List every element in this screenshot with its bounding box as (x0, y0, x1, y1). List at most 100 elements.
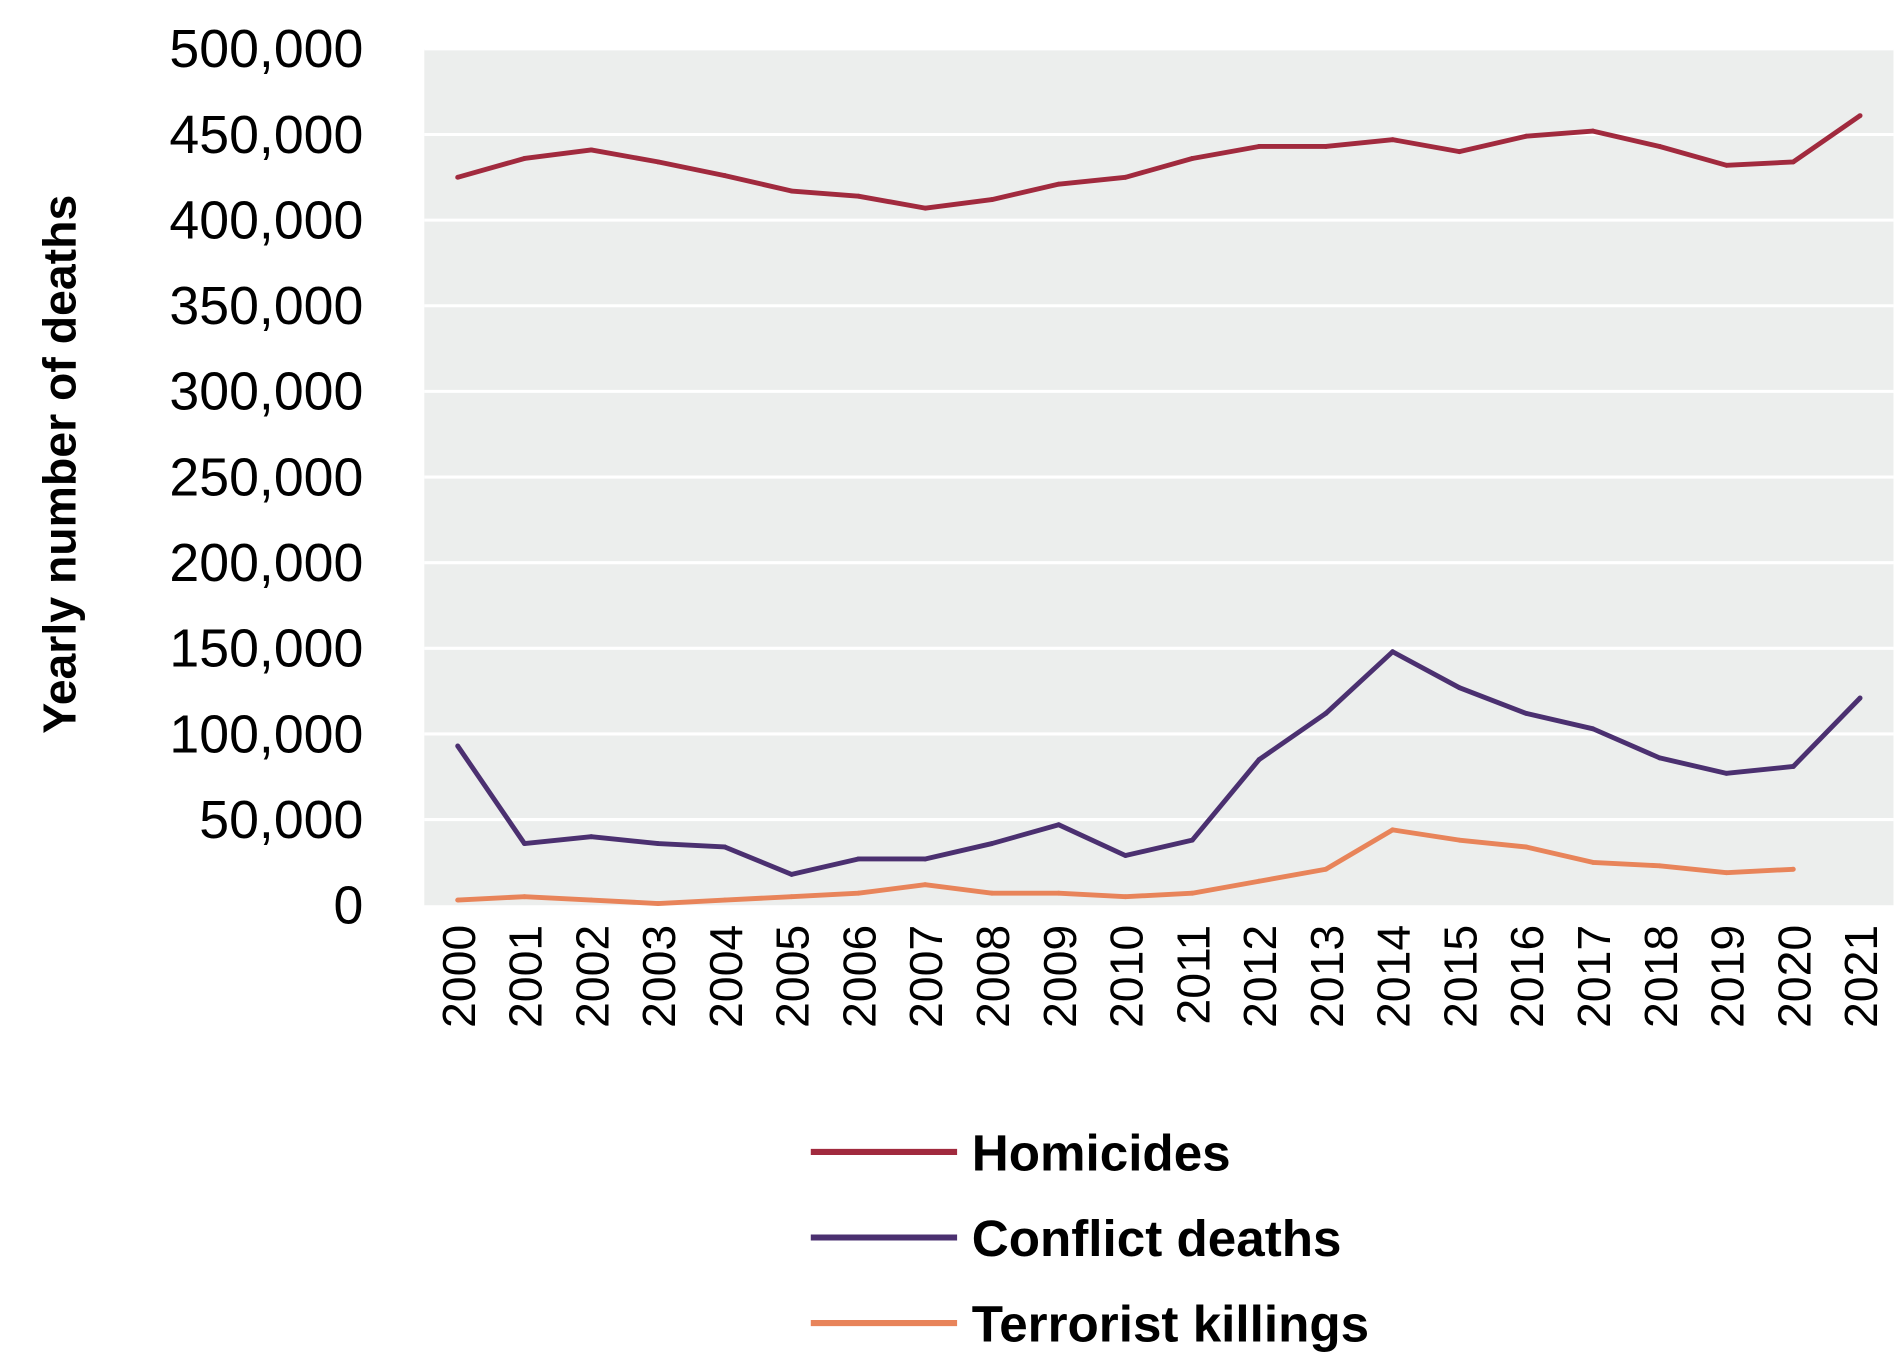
x-tick-label: 2021 (1835, 925, 1887, 1028)
data-point (455, 897, 461, 903)
x-tick-label: 2019 (1702, 925, 1754, 1028)
legend-label: Homicides (972, 1124, 1231, 1181)
x-tick-label: 2000 (433, 925, 485, 1028)
data-point (1189, 156, 1195, 161)
series-lines (455, 113, 1863, 906)
data-point (1390, 827, 1396, 833)
data-point (1323, 144, 1329, 149)
x-tick-label: 2004 (700, 925, 752, 1028)
data-point (1456, 149, 1462, 155)
x-tick-label: 2016 (1501, 925, 1553, 1028)
data-point (1790, 159, 1796, 165)
data-point (655, 841, 661, 847)
data-point (1590, 859, 1596, 865)
x-tick-label: 2008 (967, 925, 1019, 1028)
data-point (855, 856, 861, 862)
y-tick-label: 250,000 (169, 447, 363, 507)
y-tick-label: 100,000 (169, 704, 363, 764)
y-tick-label: 400,000 (169, 190, 363, 250)
y-axis-ticks: 0 50,000 100,000 150,000 200,000 250,000 300,0… (169, 19, 363, 935)
data-point (1189, 890, 1195, 896)
x-tick-label: 2011 (1167, 925, 1219, 1025)
data-point (588, 147, 594, 153)
data-point (922, 205, 928, 211)
y-tick-label: 450,000 (169, 105, 363, 165)
data-point (522, 841, 527, 847)
data-point (1256, 757, 1262, 763)
data-point (1056, 822, 1062, 828)
x-tick-label: 2012 (1234, 925, 1286, 1028)
data-point (1390, 137, 1396, 143)
data-point (1790, 866, 1796, 872)
x-tick-label: 2009 (1034, 925, 1086, 1028)
y-tick-label: 500,000 (169, 19, 363, 79)
data-point (1056, 890, 1062, 896)
data-point (722, 173, 728, 179)
data-point (1189, 837, 1195, 843)
data-point (1323, 710, 1329, 716)
data-point (1456, 837, 1462, 843)
x-tick-label: 2003 (633, 925, 685, 1028)
data-point (1390, 649, 1396, 655)
data-point (855, 193, 861, 199)
x-tick-label: 2005 (767, 925, 819, 1028)
data-point (1657, 144, 1663, 149)
x-tick-label: 2015 (1435, 925, 1487, 1028)
data-point (1456, 685, 1462, 691)
data-point (789, 894, 795, 900)
x-tick-label: 2007 (900, 925, 952, 1028)
data-point (789, 188, 795, 194)
data-point (588, 834, 594, 840)
data-point (1657, 755, 1663, 761)
x-axis-ticks: 2000 2001 2002 2003 2004 2005 2006 2007 2008 2009… (433, 925, 1887, 1028)
legend: Homicides Conflict deaths Terrorist killin… (810, 1124, 1369, 1352)
x-tick-label: 2014 (1368, 925, 1420, 1028)
data-point (1323, 866, 1329, 872)
data-point (922, 882, 928, 888)
data-point (789, 871, 795, 877)
y-tick-label: 200,000 (169, 533, 363, 593)
data-point (1123, 174, 1128, 180)
data-point (1123, 853, 1128, 858)
gridlines (424, 47, 1894, 822)
data-point (989, 197, 995, 203)
data-point (1523, 133, 1529, 139)
data-point (722, 897, 728, 903)
data-point (1724, 870, 1729, 876)
data-point (1256, 878, 1262, 884)
data-point (1123, 894, 1128, 900)
data-point (455, 743, 461, 749)
x-tick-label: 2018 (1635, 925, 1687, 1028)
y-tick-label: 350,000 (169, 276, 363, 336)
data-point (1056, 181, 1062, 187)
data-point (1857, 695, 1863, 701)
data-point (522, 156, 527, 161)
x-tick-label: 2010 (1101, 925, 1153, 1028)
series-line-conflict-deaths (455, 649, 1862, 877)
legend-label: Conflict deaths (972, 1210, 1342, 1267)
data-point (655, 159, 661, 165)
x-tick-label: 2006 (833, 925, 885, 1028)
x-tick-label: 2020 (1768, 925, 1820, 1028)
data-point (1657, 863, 1663, 869)
data-point (722, 844, 728, 850)
data-point (922, 856, 928, 862)
data-point (1790, 764, 1796, 769)
data-point (455, 174, 461, 180)
data-point (1590, 726, 1596, 732)
data-point (1724, 162, 1729, 168)
data-point (1590, 128, 1596, 134)
x-tick-label: 2001 (500, 925, 552, 1028)
y-tick-label: 50,000 (199, 790, 363, 850)
legend-label: Terrorist killings (972, 1295, 1369, 1352)
data-point (1256, 144, 1262, 149)
series-line-homicides (457, 113, 1862, 211)
data-point (989, 841, 995, 847)
data-point (1724, 770, 1729, 776)
data-point (855, 890, 861, 896)
data-point (655, 901, 661, 906)
y-axis-title: Yearly number of deaths (34, 195, 86, 734)
x-tick-label: 2017 (1568, 925, 1620, 1028)
y-tick-label: 0 (334, 875, 364, 935)
